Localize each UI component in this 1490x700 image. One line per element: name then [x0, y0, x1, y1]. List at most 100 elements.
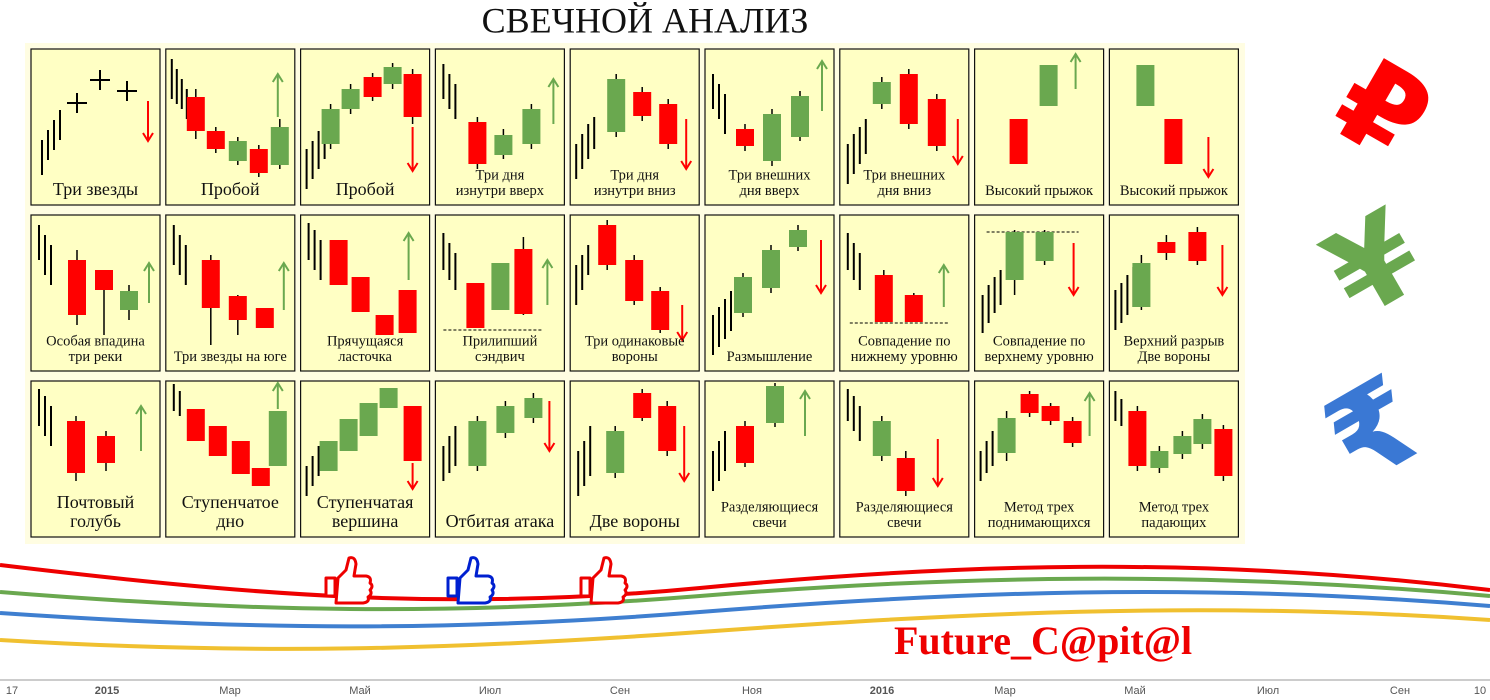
candle: [383, 67, 402, 84]
candle: [228, 141, 247, 161]
time-label: Май: [1124, 685, 1146, 697]
candle: [97, 436, 115, 463]
arrow-head: [1069, 52, 1082, 63]
candle: [1150, 451, 1169, 468]
candle: [494, 135, 513, 155]
candle: [491, 263, 510, 310]
candle: [351, 277, 370, 312]
candle: [68, 260, 86, 315]
candle: [651, 291, 670, 330]
pattern-label: Три внешних: [729, 168, 812, 184]
candle: [899, 74, 918, 124]
card: [839, 214, 970, 372]
arrow-head: [541, 258, 554, 269]
candle: [375, 315, 394, 335]
candle: [319, 441, 338, 471]
arrow-head: [678, 472, 691, 483]
pattern-label: Ступенчатая: [317, 492, 414, 512]
time-label: Мар: [219, 685, 241, 697]
arrow-head: [1083, 391, 1096, 402]
arrow-head: [406, 480, 419, 491]
pattern-label: изнутри вверх: [456, 183, 545, 199]
candle: [1005, 232, 1024, 280]
pattern-label: Отбитая атака: [446, 511, 555, 531]
candle: [186, 97, 205, 131]
candle: [1132, 263, 1151, 307]
cross: [117, 81, 137, 101]
candle: [736, 129, 754, 146]
time-label: Май: [349, 685, 371, 697]
arrow-head: [815, 284, 827, 295]
card: [704, 214, 835, 372]
pattern-label: ласточка: [338, 349, 392, 365]
arrow-head: [406, 162, 419, 173]
wave: [0, 563, 1490, 602]
arrow-head: [402, 231, 415, 242]
candle: [201, 260, 220, 308]
pattern-label: свечи: [752, 515, 787, 531]
candle: [329, 240, 348, 285]
pattern-label: верхнему уровню: [985, 349, 1094, 365]
pattern-label: Три дня: [610, 168, 659, 184]
candle: [522, 109, 541, 144]
arrow-head: [937, 263, 950, 274]
candle: [67, 421, 85, 473]
candle: [1193, 419, 1212, 444]
pattern-label: Три звезды: [53, 179, 138, 199]
card: [569, 48, 700, 206]
cross: [67, 93, 87, 113]
pattern-label: Три внешних: [863, 168, 946, 184]
candle: [363, 77, 382, 97]
candle: [927, 99, 946, 146]
candle: [496, 406, 515, 433]
arrow-head: [680, 160, 693, 171]
candle: [251, 468, 270, 486]
pattern-label: сэндвич: [475, 349, 525, 365]
arrow-head: [951, 155, 964, 166]
wave: [0, 576, 1490, 612]
candle: [208, 426, 227, 456]
candle: [1128, 411, 1147, 466]
pattern-label: Совпадение по: [993, 334, 1085, 350]
pattern-label: Три звезды на юге: [174, 349, 287, 365]
candle: [268, 411, 287, 466]
title: СВЕЧНОЙ АНАЛИЗ: [482, 0, 809, 40]
candle: [762, 250, 780, 288]
candle: [1009, 119, 1028, 164]
pattern-label: Высокий прыжок: [985, 183, 1094, 199]
pattern-card: Три звезды: [30, 48, 161, 206]
card: [973, 48, 1105, 206]
pattern-label: Разделяющиеся: [721, 500, 819, 516]
card: [973, 380, 1105, 538]
arrow-head: [271, 381, 284, 392]
candle: [1173, 436, 1192, 454]
pattern-card: Две вороны: [569, 380, 700, 538]
pattern-label: Совпадение по: [858, 334, 950, 350]
pattern-label: Три дня: [476, 168, 525, 184]
wave: [0, 608, 1490, 651]
candle: [120, 291, 138, 310]
pattern-card: Пробой: [165, 48, 296, 206]
candle: [341, 89, 360, 109]
arrow-head: [543, 442, 556, 453]
candle: [270, 127, 289, 165]
pattern-label: свечи: [887, 515, 922, 531]
candle: [606, 431, 625, 473]
candle: [904, 295, 923, 322]
arrow-head: [143, 261, 155, 272]
pattern-label: Три одинаковые: [585, 334, 685, 350]
card: [30, 48, 161, 206]
candle: [359, 403, 378, 436]
arrow-head: [1067, 286, 1080, 297]
thumb-up: [446, 556, 496, 605]
time-label: Июл: [479, 685, 501, 697]
pattern-label: Две вороны: [1138, 349, 1211, 365]
brand: Future_C@pit@l: [894, 618, 1192, 663]
pattern-label: три реки: [69, 349, 123, 365]
candle: [763, 114, 781, 161]
